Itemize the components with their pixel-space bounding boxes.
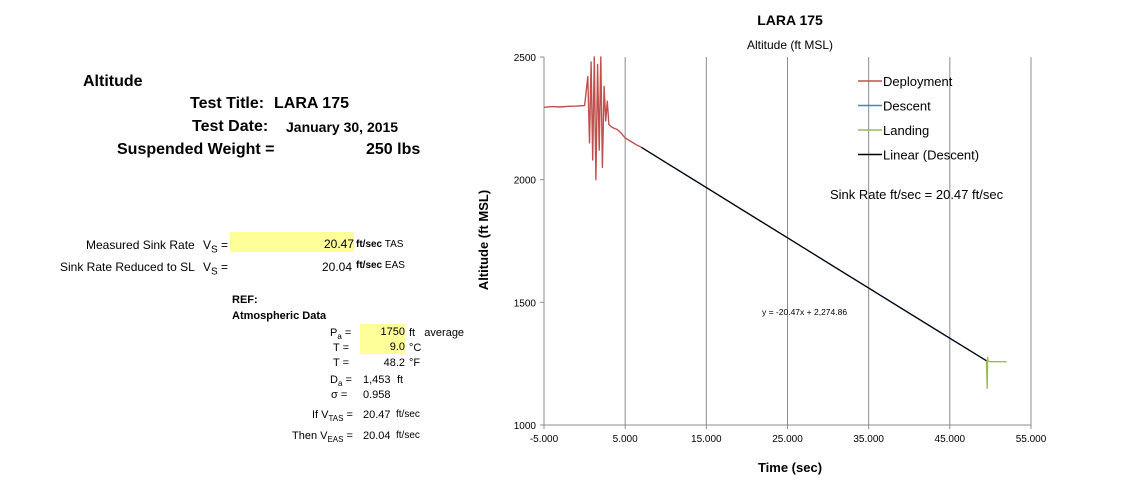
- x-axis-label: Time (sec): [758, 460, 822, 475]
- series-layer: [543, 56, 1007, 389]
- temp-f-label: T =: [333, 357, 350, 369]
- temp-f-unit: °F: [409, 357, 421, 369]
- chart-subtitle: Altitude (ft MSL): [747, 38, 833, 52]
- da-value: 1,453: [363, 374, 391, 386]
- legend-label: Landing: [883, 123, 929, 138]
- legend-label: Descent: [883, 99, 931, 114]
- pa-unit: ft average: [409, 327, 465, 339]
- measured-sink-value: 20.47: [230, 232, 354, 252]
- x-tick-label: 45.000: [935, 434, 966, 445]
- temp-c-label: T =: [333, 342, 350, 354]
- chart-title: LARA 175: [757, 12, 823, 28]
- test-date-label: Test Date:: [192, 118, 269, 135]
- reduced-sink-value: 20.04: [321, 260, 352, 274]
- test-title-value: LARA 175: [274, 95, 349, 112]
- sheet-heading: Altitude: [83, 73, 143, 90]
- x-tick-label: 25.000: [772, 434, 803, 445]
- da-label: Da =: [330, 374, 352, 389]
- test-title-label: Test Title:: [190, 95, 265, 112]
- y-tick-label: 2000: [514, 176, 537, 187]
- y-axis-label: Altitude (ft MSL): [476, 190, 491, 290]
- measured-sink-symbol: VS =: [203, 238, 229, 256]
- measured-sink-unit: ft/sec TAS: [356, 239, 404, 250]
- y-tick-label: 2500: [514, 53, 537, 64]
- pa-value: 1750: [360, 324, 405, 339]
- temp-c-value: 9.0: [360, 339, 405, 354]
- axis-ticks: -5.000 5.000 15.000 25.000 35.000 45.000 55.00…: [514, 53, 1047, 445]
- series-deployment: [543, 56, 642, 181]
- x-tick-label: 5.000: [613, 434, 638, 445]
- measured-sink-label: Measured Sink Rate: [86, 238, 195, 252]
- x-tick-label: 15.000: [691, 434, 722, 445]
- reduced-sink-label: Sink Rate Reduced to SL: [60, 260, 195, 274]
- trendline-equation: y = -20.47x + 2,274.86: [762, 307, 847, 317]
- series-linear-descent: [641, 146, 987, 362]
- vtas-unit: ft/sec: [396, 409, 420, 420]
- ref-label: REF:: [232, 294, 258, 306]
- veas-value: 20.04: [363, 430, 391, 442]
- vtas-label: If VTAS =: [312, 409, 353, 424]
- x-tick-label: -5.000: [530, 434, 559, 445]
- da-unit: ft: [397, 374, 404, 386]
- x-tick-label: 55.000: [1016, 434, 1047, 445]
- weight-value: 250 lbs: [366, 141, 421, 158]
- atmospheric-data-label: Atmospheric Data: [232, 310, 327, 322]
- pa-label: Pa =: [330, 327, 352, 342]
- temp-f-value: 48.2: [383, 357, 405, 369]
- legend-label: Linear (Descent): [883, 148, 979, 163]
- reduced-sink-unit: ft/sec EAS: [356, 260, 405, 271]
- reduced-sink-symbol: VS =: [203, 260, 229, 278]
- veas-label: Then VEAS =: [292, 430, 353, 445]
- y-tick-label: 1000: [514, 421, 537, 432]
- x-tick-label: 35.000: [853, 434, 884, 445]
- legend: Deployment Descent Landing Linear (Descent): [858, 74, 979, 163]
- test-date-value: January 30, 2015: [286, 119, 399, 135]
- sigma-label: σ =: [331, 389, 348, 401]
- veas-unit: ft/sec: [396, 430, 420, 441]
- vtas-value: 20.47: [363, 409, 391, 421]
- series-landing: [985, 356, 1007, 389]
- altitude-chart: LARA 175 Altitude (ft MSL) -5.000 5.000 15…: [476, 12, 1047, 475]
- y-tick-label: 1500: [514, 298, 537, 309]
- sigma-value: 0.958: [363, 389, 391, 401]
- legend-label: Deployment: [883, 74, 953, 89]
- sink-rate-annotation: Sink Rate ft/sec = 20.47 ft/sec: [830, 187, 1004, 202]
- temp-c-unit: °C: [409, 342, 422, 354]
- weight-label: Suspended Weight =: [117, 141, 275, 158]
- grid-lines: [624, 57, 1032, 425]
